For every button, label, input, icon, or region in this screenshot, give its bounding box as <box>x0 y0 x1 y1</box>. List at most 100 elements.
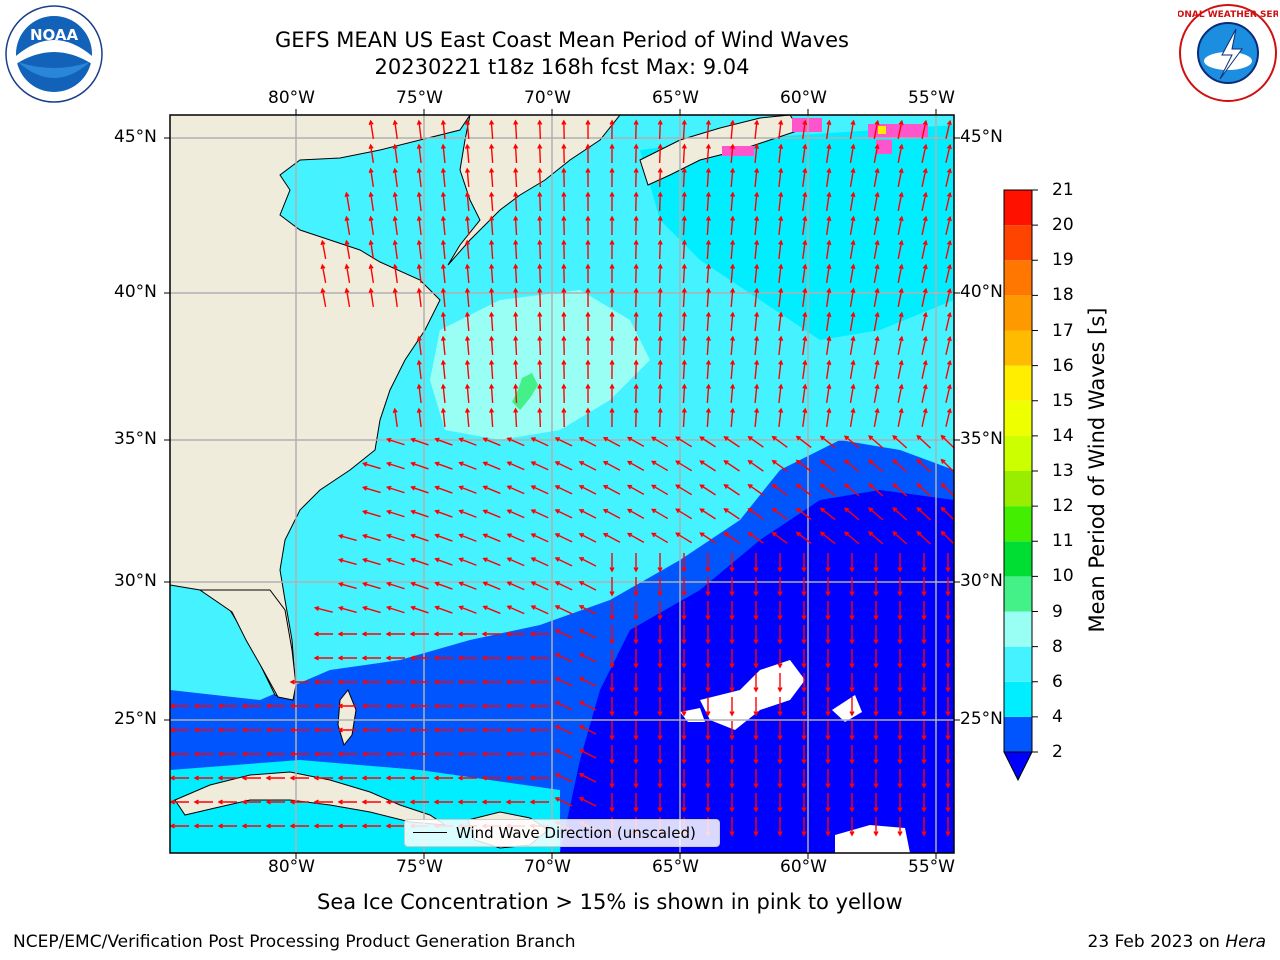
wave-direction-arrow <box>681 769 687 789</box>
legend-line-icon <box>413 832 447 833</box>
wave-direction-arrow <box>729 625 735 645</box>
wave-direction-arrow <box>705 697 711 717</box>
wave-direction-arrow <box>849 673 855 693</box>
land-north-america <box>170 115 471 701</box>
wave-direction-arrow <box>657 287 663 308</box>
wave-direction-arrow <box>633 191 639 212</box>
wave-direction-arrow <box>217 775 237 781</box>
wave-direction-arrow <box>505 655 525 661</box>
wave-direction-arrow <box>868 531 884 545</box>
wave-direction-arrow <box>945 601 951 621</box>
wave-direction-arrow <box>537 167 543 188</box>
wave-direction-arrow <box>482 485 501 495</box>
wave-direction-arrow <box>873 721 879 741</box>
colorbar-tick-label: 8 <box>1052 636 1063 657</box>
wave-direction-arrow <box>849 119 856 139</box>
wave-direction-arrow <box>729 335 736 356</box>
wave-direction-arrow <box>513 167 519 188</box>
wave-direction-arrow <box>849 721 855 741</box>
colorbar-tick-label: 21 <box>1052 180 1074 200</box>
wave-direction-arrow <box>777 769 783 789</box>
wave-direction-arrow <box>801 649 807 669</box>
wave-direction-arrow <box>705 287 711 308</box>
wave-direction-arrow <box>753 721 759 741</box>
wave-direction-arrow <box>561 263 567 284</box>
wave-direction-arrow <box>633 239 639 260</box>
wave-direction-arrow <box>802 143 808 164</box>
wave-direction-arrow <box>849 383 856 403</box>
colorbar-segment <box>1004 681 1032 717</box>
wave-direction-arrow <box>554 797 573 807</box>
wave-direction-arrow <box>825 553 831 573</box>
wave-direction-arrow <box>457 775 477 781</box>
footer-date: 23 Feb 2023 on <box>1087 932 1226 952</box>
wave-direction-arrow <box>723 484 740 496</box>
period-9-10-patch <box>512 373 538 410</box>
wave-direction-arrow <box>609 407 615 428</box>
wave-direction-arrow <box>578 725 597 735</box>
wave-direction-arrow <box>416 359 422 380</box>
wave-direction-arrow <box>609 649 615 669</box>
wave-direction-arrow <box>897 335 904 355</box>
colorbar <box>1003 189 1038 782</box>
wave-direction-arrow <box>753 577 759 597</box>
wave-direction-arrow <box>897 167 904 187</box>
wave-direction-arrow <box>747 436 764 448</box>
wave-direction-arrow <box>440 359 446 380</box>
wave-direction-arrow <box>337 631 357 637</box>
wave-direction-arrow <box>416 407 422 428</box>
wave-direction-arrow <box>873 817 879 837</box>
nws-logo-icon: NATIONAL WEATHER SERVICE <box>1178 4 1278 102</box>
wave-direction-arrow <box>753 673 759 693</box>
wave-direction-arrow <box>633 287 639 308</box>
wave-direction-arrow <box>705 311 711 332</box>
wave-direction-arrow <box>705 673 711 693</box>
wave-direction-arrow <box>337 582 357 590</box>
wave-direction-arrow <box>801 721 807 741</box>
wave-direction-arrow <box>897 215 904 235</box>
wave-direction-arrow <box>433 655 453 661</box>
wave-direction-arrow <box>705 335 711 356</box>
wave-direction-arrow <box>819 483 836 497</box>
wave-direction-arrow <box>410 557 429 566</box>
wave-direction-arrow <box>313 823 333 829</box>
wave-direction-arrow <box>729 721 735 741</box>
wave-direction-arrow <box>897 239 904 259</box>
wave-direction-arrow <box>681 721 687 741</box>
wave-direction-arrow <box>529 679 549 685</box>
wave-direction-arrow <box>440 263 446 284</box>
wave-direction-arrow <box>434 581 453 590</box>
wave-direction-arrow <box>537 215 543 236</box>
wave-direction-arrow <box>241 823 261 829</box>
wave-direction-arrow <box>868 507 884 521</box>
wave-direction-arrow <box>561 167 567 188</box>
wave-direction-arrow <box>753 769 759 789</box>
wave-direction-arrow <box>777 625 783 645</box>
wave-direction-arrow <box>892 435 908 449</box>
wave-direction-arrow <box>945 817 951 837</box>
wave-direction-arrow <box>897 817 903 837</box>
wave-direction-arrow <box>940 530 954 545</box>
wave-direction-arrow <box>361 751 381 757</box>
wave-direction-arrow <box>337 799 357 805</box>
wave-direction-arrow <box>506 437 525 447</box>
wave-direction-arrow <box>482 461 501 471</box>
wave-direction-arrow <box>409 775 429 781</box>
wave-direction-arrow <box>754 359 760 380</box>
wave-direction-arrow <box>657 793 663 813</box>
wave-direction-arrow <box>609 119 615 140</box>
wave-direction-arrow <box>729 793 735 813</box>
wave-direction-arrow <box>313 631 333 637</box>
wave-direction-arrow <box>633 311 639 332</box>
wave-direction-arrow <box>505 679 525 685</box>
wave-direction-arrow <box>681 311 687 332</box>
wave-direction-arrow <box>681 143 687 164</box>
wave-direction-arrow <box>386 437 405 446</box>
wave-direction-arrow <box>754 311 760 332</box>
wave-direction-arrow <box>513 263 519 284</box>
wave-direction-arrow <box>681 601 687 621</box>
wave-direction-arrow <box>945 143 952 163</box>
wave-direction-arrow <box>416 335 422 356</box>
wave-direction-arrow <box>705 649 711 669</box>
wave-direction-arrow <box>921 383 928 403</box>
